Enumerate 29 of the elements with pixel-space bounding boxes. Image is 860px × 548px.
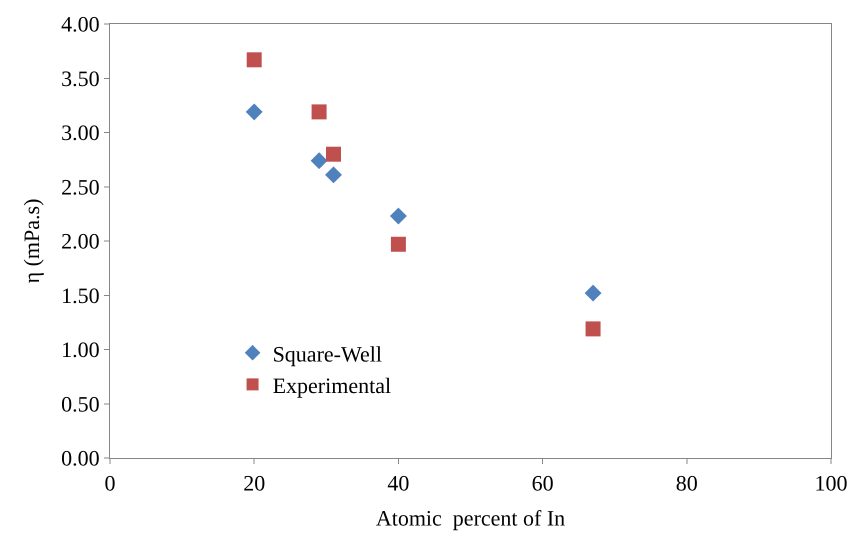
x-tick-label: 20: [243, 470, 266, 496]
y-tick-label: 1.00: [61, 337, 100, 362]
point: [584, 284, 602, 302]
point: [246, 52, 262, 68]
x-axis-title: Atomic percent of In: [376, 505, 566, 530]
y-tick-label: 3.50: [61, 66, 100, 91]
y-tick-label: 0.00: [61, 446, 100, 471]
point: [312, 104, 327, 120]
point: [390, 236, 406, 252]
legend-label: Square-Well: [272, 341, 382, 366]
y-tick-label: 4.00: [61, 12, 100, 37]
point: [310, 152, 328, 170]
x-tick-label: 80: [676, 470, 698, 496]
y-tick-label: 2.50: [61, 174, 100, 200]
y-tick-label: 0.50: [61, 391, 100, 416]
y-tick-label: 3.00: [61, 120, 100, 146]
y-tick-label: 1.50: [61, 282, 100, 308]
x-tick-label: 100: [814, 470, 848, 496]
point: [325, 166, 342, 184]
x-tick-label: 40: [387, 470, 410, 496]
point: [586, 321, 601, 336]
y-axis-title: η (mPa.s): [18, 198, 44, 284]
point: [326, 146, 342, 162]
y-tick-label: 2.00: [61, 228, 100, 254]
x-tick-label: 0: [104, 470, 116, 496]
legend-label: Experimental: [272, 372, 392, 398]
point: [246, 103, 263, 120]
x-tick-label: 60: [532, 470, 554, 496]
point: [390, 208, 407, 224]
